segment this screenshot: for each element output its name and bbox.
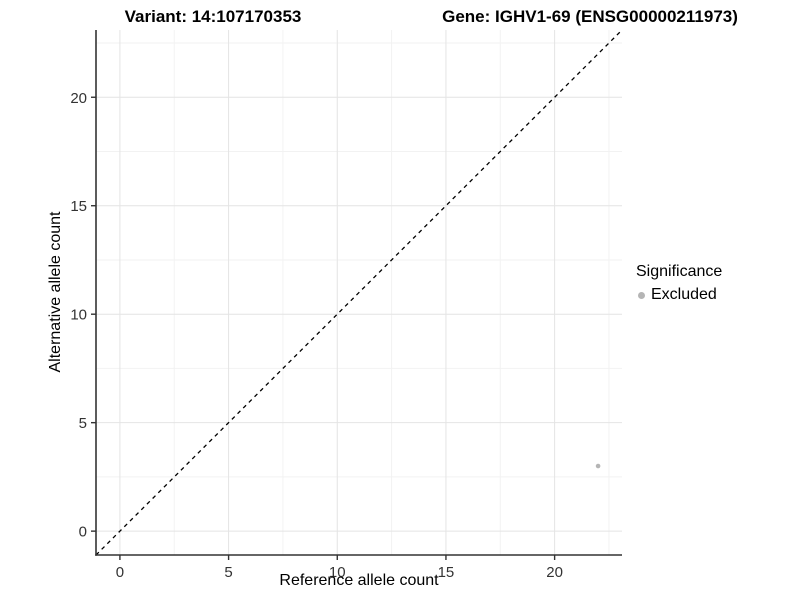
legend-title: Significance [636, 263, 723, 280]
y-axis-label: Alternative allele count [47, 211, 64, 373]
y-tick-label: 15 [70, 198, 87, 215]
x-axis-label: Reference allele count [279, 572, 439, 589]
x-tick-label: 0 [116, 564, 124, 581]
plot-title-gene: Gene: IGHV1-69 (ENSG00000211973) [442, 7, 738, 26]
legend-point-icon [638, 291, 645, 299]
y-tick-label: 10 [70, 307, 87, 324]
legend: Significance Excluded [636, 263, 722, 304]
x-tick-label: 5 [224, 564, 232, 581]
data-point [595, 463, 601, 469]
legend-entries: Excluded [636, 286, 722, 304]
x-tick-label: 10 [329, 564, 346, 581]
x-tick-label: 20 [546, 564, 563, 581]
legend-entry: Excluded [636, 286, 722, 304]
x-tick-label: 15 [438, 564, 455, 581]
identity-dashed-line [95, 29, 623, 556]
y-tick-label: 0 [79, 524, 87, 541]
legend-entry-label: Excluded [651, 286, 717, 303]
y-tick-label: 5 [79, 415, 87, 432]
plot-title-variant: Variant: 14:107170353 [124, 7, 302, 26]
y-tick-label: 20 [70, 90, 87, 107]
